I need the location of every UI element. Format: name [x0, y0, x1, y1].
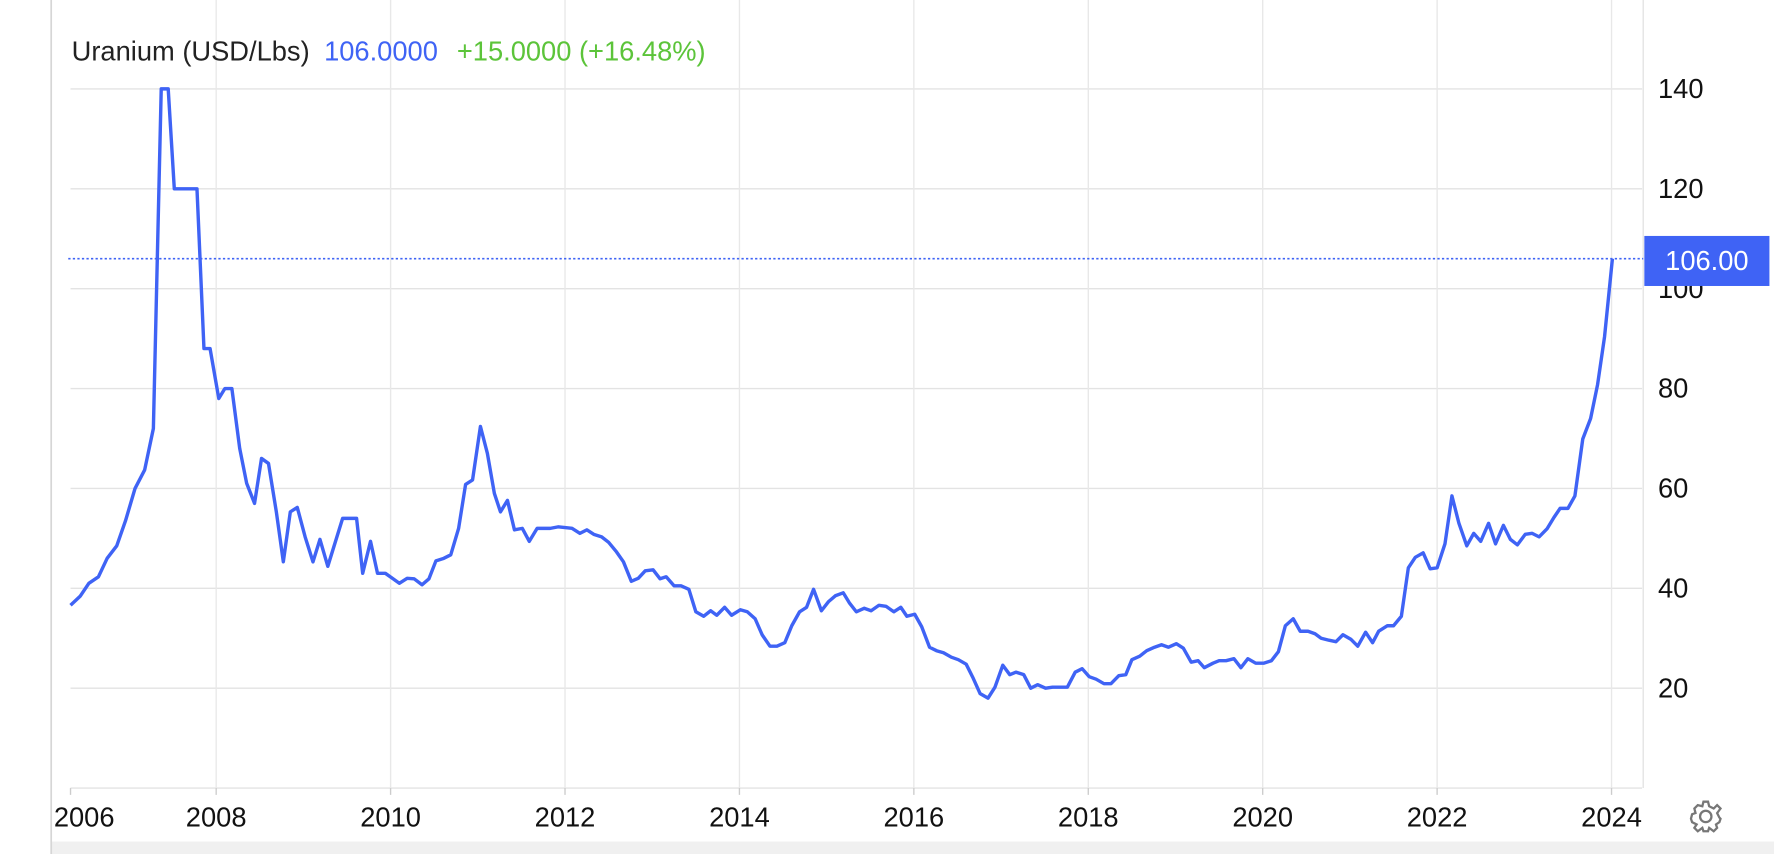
header: Uranium (USD/Lbs) 106.0000 +15.0000 (+16… [72, 35, 706, 66]
y-tick-label: 140 [1658, 73, 1704, 104]
y-tick-label: 80 [1658, 373, 1688, 404]
x-tick-label: 2022 [1407, 802, 1468, 833]
x-tick-label: 2008 [186, 802, 247, 833]
y-tick-label: 40 [1658, 572, 1688, 603]
price-line [69, 87, 1615, 700]
x-tick-label: 2010 [360, 802, 421, 833]
bottom-bar [51, 841, 1774, 854]
x-tick-label: 2020 [1232, 802, 1293, 833]
settings-icon[interactable] [1689, 800, 1723, 833]
x-tick-label: 2014 [709, 802, 770, 833]
chart-title: Uranium (USD/Lbs) [72, 35, 310, 66]
last-value-label: 106.00 [1665, 245, 1748, 276]
y-tick-label: 120 [1658, 173, 1704, 204]
change: +15.0000 (+16.48%) [457, 35, 706, 66]
y-tick-label: 20 [1658, 672, 1688, 703]
x-tick-label: 2018 [1058, 802, 1119, 833]
grid [69, 0, 1644, 795]
price: 106.0000 [324, 35, 438, 66]
series [68, 87, 1644, 700]
y-tick-label: 60 [1658, 473, 1688, 504]
last-value-box [1644, 235, 1770, 286]
x-tick-label: 2024 [1581, 802, 1642, 833]
x-tick-label: 2016 [884, 802, 945, 833]
x-tick-label: 2006 [54, 802, 115, 833]
x-tick-label: 2012 [535, 802, 596, 833]
